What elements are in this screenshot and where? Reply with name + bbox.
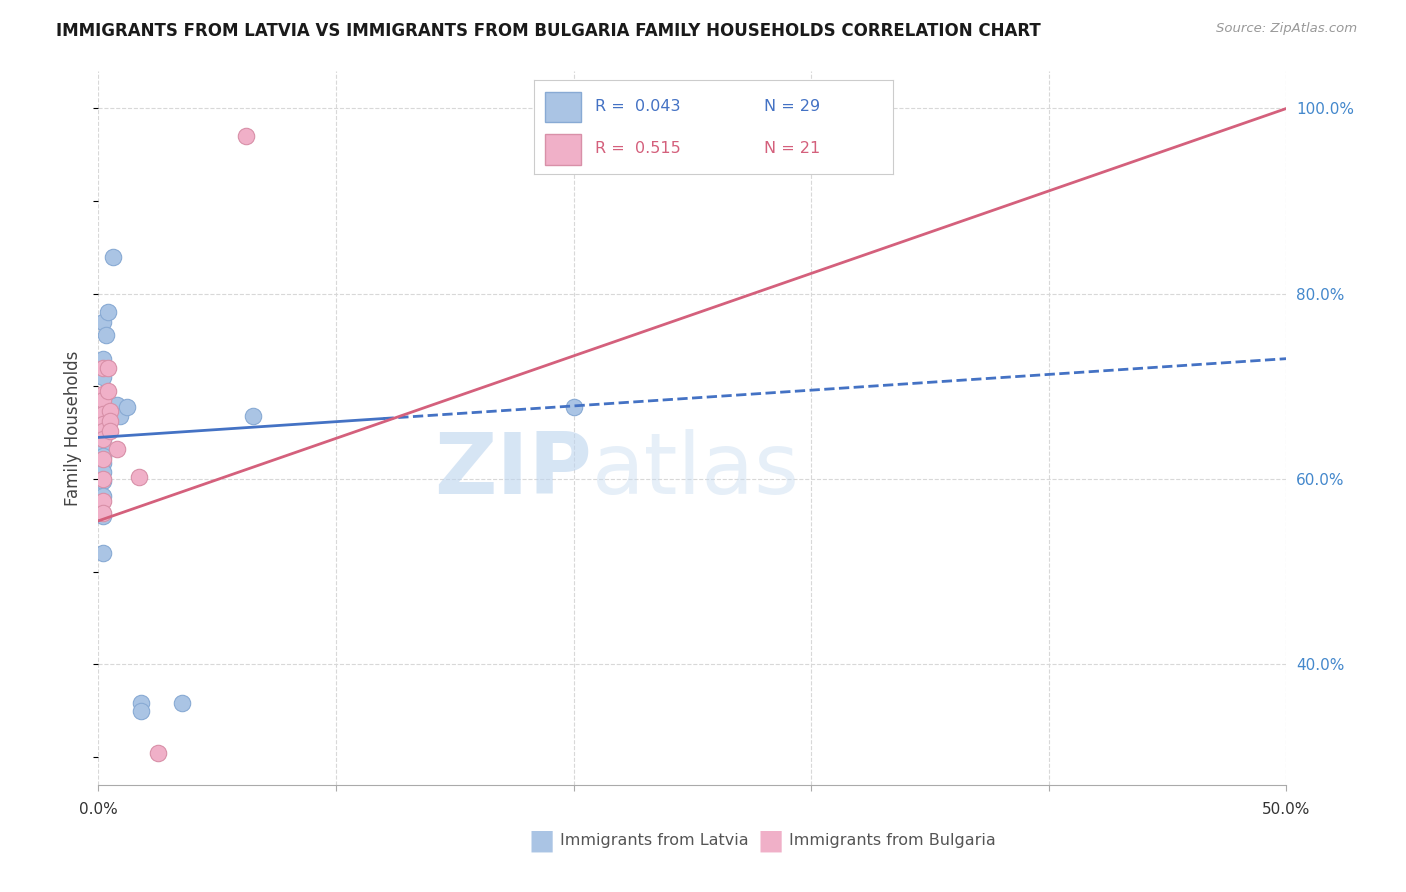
Point [108,409,131,423]
Point [91,400,114,414]
Point [97,360,120,375]
Point [170,697,193,711]
FancyBboxPatch shape [546,92,581,122]
Point [91,360,114,375]
Point [91,449,114,463]
Text: 50.0%: 50.0% [1263,802,1310,817]
Point [115,400,138,414]
Point [91,407,114,421]
Point [98,403,121,417]
Point [91,393,114,408]
Point [101,250,124,264]
Point [146,746,169,760]
Point [94,328,117,343]
Point [128,470,150,484]
Point [91,546,114,560]
Point [91,442,114,456]
Point [91,417,114,431]
Point [91,387,114,401]
Text: Immigrants from Latvia: Immigrants from Latvia [560,833,748,847]
Text: Source: ZipAtlas.com: Source: ZipAtlas.com [1216,22,1357,36]
Point [91,415,114,429]
Text: ■: ■ [529,826,554,855]
Point [242,409,264,423]
Point [91,420,114,434]
Text: 0.0%: 0.0% [79,802,118,817]
Point [98,414,121,428]
Point [91,509,114,524]
Point [91,432,114,446]
Point [91,472,114,486]
Point [97,305,120,319]
Point [562,400,585,414]
Point [235,129,257,144]
Point [91,494,114,508]
Text: R =  0.043: R = 0.043 [595,99,681,114]
Point [91,424,114,438]
Point [91,451,114,466]
Text: Immigrants from Bulgaria: Immigrants from Bulgaria [789,833,995,847]
Point [91,370,114,384]
Point [91,465,114,479]
Point [91,432,114,446]
Text: R =  0.515: R = 0.515 [595,141,681,156]
Text: atlas: atlas [592,429,800,513]
Point [107,398,129,412]
Text: N = 21: N = 21 [763,141,820,156]
FancyBboxPatch shape [546,134,581,164]
Point [91,425,114,440]
Point [91,456,114,470]
Point [91,409,114,423]
Point [129,704,152,718]
Point [682,102,704,116]
Text: N = 29: N = 29 [763,99,820,114]
Point [98,424,121,438]
Point [91,389,114,403]
Point [91,315,114,329]
Text: ■: ■ [758,826,783,855]
Text: IMMIGRANTS FROM LATVIA VS IMMIGRANTS FROM BULGARIA FAMILY HOUSEHOLDS CORRELATION: IMMIGRANTS FROM LATVIA VS IMMIGRANTS FRO… [56,22,1040,40]
Text: ZIP: ZIP [433,429,592,513]
Point [107,442,129,456]
Point [97,384,120,398]
Point [129,697,152,711]
Point [91,507,114,521]
Point [91,474,114,488]
Point [91,489,114,503]
Y-axis label: Family Households: Family Households [65,351,83,506]
Point [91,351,114,366]
